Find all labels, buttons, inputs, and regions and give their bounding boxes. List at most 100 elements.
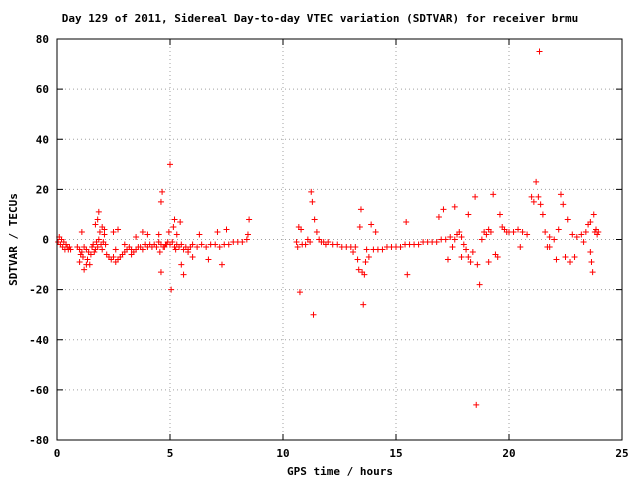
- x-tick-label: 20: [502, 447, 515, 460]
- data-point: [535, 193, 542, 200]
- data-point: [494, 254, 501, 261]
- data-point: [365, 254, 372, 261]
- data-point: [444, 256, 451, 263]
- data-point: [139, 246, 146, 253]
- data-point: [112, 246, 119, 253]
- data-point: [78, 249, 85, 256]
- y-axis-label: SDTVAR / TECUs: [7, 193, 20, 286]
- data-point: [354, 256, 361, 263]
- data-point: [456, 228, 463, 235]
- data-point: [569, 231, 576, 238]
- data-point: [121, 241, 128, 248]
- data-point: [451, 236, 458, 243]
- data-point: [472, 193, 479, 200]
- data-point: [473, 401, 480, 408]
- data-point: [361, 271, 368, 278]
- data-point: [159, 188, 166, 195]
- data-point: [311, 216, 318, 223]
- data-point: [528, 193, 535, 200]
- data-point: [307, 239, 314, 246]
- data-point: [542, 228, 549, 235]
- data-point: [144, 231, 151, 238]
- data-point: [435, 213, 442, 220]
- data-point: [225, 241, 232, 248]
- data-point: [469, 249, 476, 256]
- data-point: [101, 231, 108, 238]
- data-point: [177, 218, 184, 225]
- data-point: [168, 286, 175, 293]
- data-point: [350, 249, 357, 256]
- data-point: [178, 241, 185, 248]
- data-point: [587, 249, 594, 256]
- data-point: [196, 231, 203, 238]
- data-point: [355, 266, 362, 273]
- data-point: [357, 206, 364, 213]
- data-point: [533, 178, 540, 185]
- data-point: [79, 254, 86, 261]
- x-axis-label: GPS time / hours: [287, 465, 393, 478]
- data-point: [560, 201, 567, 208]
- data-point: [474, 261, 481, 268]
- data-point: [490, 191, 497, 198]
- data-point: [460, 241, 467, 248]
- data-point: [139, 228, 146, 235]
- data-point: [325, 239, 332, 246]
- data-point: [567, 259, 574, 266]
- data-point: [496, 211, 503, 218]
- data-point: [170, 223, 177, 230]
- data-point: [178, 261, 185, 268]
- data-point: [101, 226, 108, 233]
- data-point: [571, 254, 578, 261]
- data-points: [55, 48, 602, 408]
- data-point: [310, 311, 317, 318]
- data-point: [352, 244, 359, 251]
- data-point: [356, 223, 363, 230]
- data-point: [447, 233, 454, 240]
- data-point: [239, 239, 246, 246]
- data-point: [465, 254, 472, 261]
- data-point: [449, 244, 456, 251]
- data-point: [94, 216, 101, 223]
- axis-ticks: 0 5 10 15 20 25 80 60 40 20 0 -20 -40 -60 -80: [29, 33, 629, 460]
- data-point: [128, 251, 135, 258]
- y-tick-label: -40: [29, 334, 49, 347]
- data-point: [478, 236, 485, 243]
- data-point: [92, 221, 99, 228]
- data-point: [463, 246, 470, 253]
- data-point: [244, 231, 251, 238]
- data-point: [89, 244, 96, 251]
- data-point: [173, 231, 180, 238]
- data-point: [594, 231, 601, 238]
- data-point: [536, 48, 543, 55]
- data-point: [404, 271, 411, 278]
- data-point: [172, 246, 179, 253]
- data-point: [246, 216, 253, 223]
- data-point: [363, 246, 370, 253]
- data-point: [372, 228, 379, 235]
- data-point: [519, 228, 526, 235]
- data-point: [115, 226, 122, 233]
- data-point: [156, 249, 163, 256]
- data-point: [582, 228, 589, 235]
- y-tick-label: 40: [36, 133, 49, 146]
- data-point: [110, 228, 117, 235]
- data-point: [590, 211, 597, 218]
- data-point: [133, 233, 140, 240]
- data-point: [95, 236, 102, 243]
- data-point: [551, 236, 558, 243]
- y-tick-label: -80: [29, 434, 49, 447]
- data-point: [180, 271, 187, 278]
- data-point: [153, 244, 160, 251]
- data-point: [198, 241, 205, 248]
- data-point: [189, 241, 196, 248]
- data-point: [517, 244, 524, 251]
- data-point: [403, 218, 410, 225]
- chart-title: Day 129 of 2011, Sidereal Day-to-day VTE…: [62, 12, 579, 25]
- data-point: [90, 241, 97, 248]
- data-point: [539, 211, 546, 218]
- data-point: [83, 261, 90, 268]
- data-point: [294, 244, 301, 251]
- data-point: [415, 241, 422, 248]
- data-point: [451, 203, 458, 210]
- data-point: [171, 216, 178, 223]
